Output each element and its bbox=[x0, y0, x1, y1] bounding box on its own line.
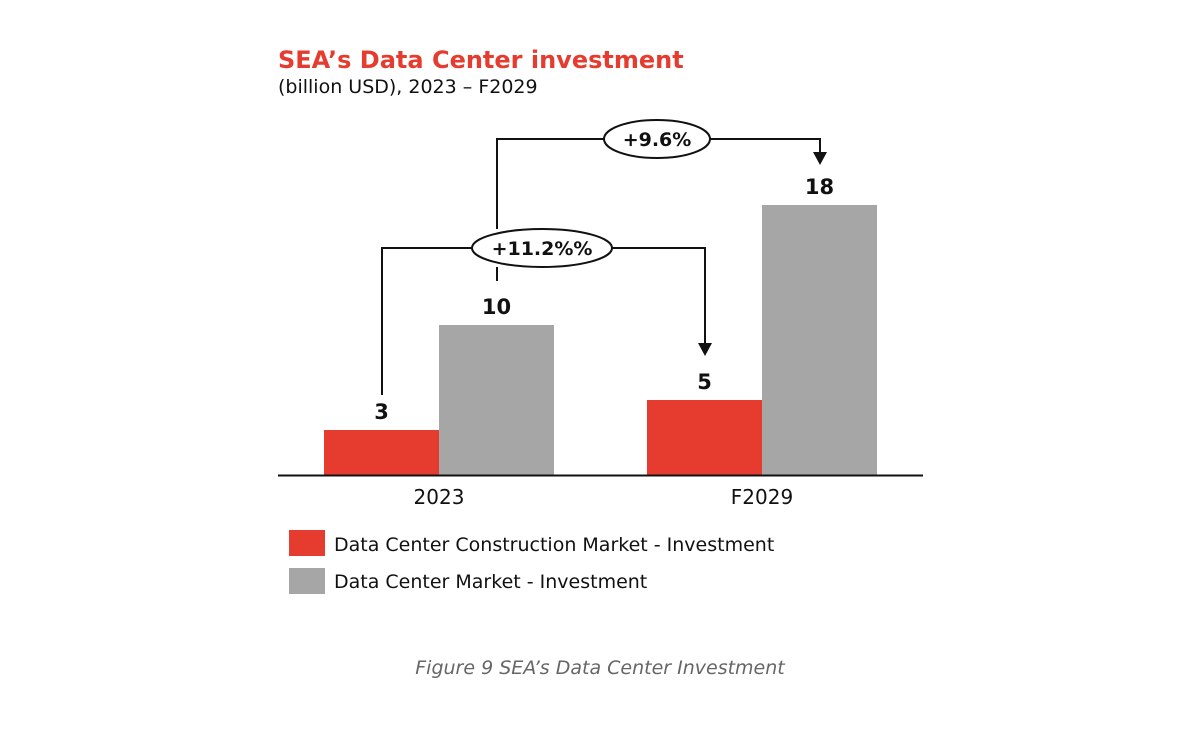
legend-swatch-market bbox=[289, 568, 325, 594]
growth-connector-market: +9.6% bbox=[496, 119, 827, 281]
legend-label-construction: Data Center Construction Market - Invest… bbox=[334, 534, 774, 556]
arrow-head-icon bbox=[813, 152, 827, 165]
x-tick-label: 2023 bbox=[414, 485, 465, 509]
arrow-head-icon bbox=[698, 343, 712, 356]
growth-connector-construction: +11.2%% bbox=[381, 228, 712, 395]
bar-F2029-market bbox=[762, 205, 877, 475]
legend: Data Center Construction Market - Invest… bbox=[289, 530, 774, 594]
legend-swatch-construction bbox=[289, 530, 325, 556]
data-label: 3 bbox=[374, 400, 389, 424]
legend-label-market: Data Center Market - Investment bbox=[334, 571, 647, 593]
bar-2023-construction bbox=[324, 430, 439, 475]
data-label: 18 bbox=[805, 175, 834, 199]
bar-2023-market bbox=[439, 325, 554, 475]
figure-caption: Figure 9 SEA’s Data Center Investment bbox=[415, 657, 786, 679]
chart-title: SEA’s Data Center investment bbox=[278, 46, 684, 74]
data-label: 5 bbox=[697, 370, 712, 394]
growth-label-construction: +11.2%% bbox=[492, 238, 593, 260]
x-tick-label: F2029 bbox=[731, 485, 793, 509]
bars: 3 10 2023 5 18 F2029 bbox=[324, 175, 877, 509]
growth-label-market: +9.6% bbox=[623, 129, 692, 151]
data-label: 10 bbox=[482, 295, 511, 319]
chart-subtitle: (billion USD), 2023 – F2029 bbox=[278, 76, 538, 98]
bar-F2029-construction bbox=[647, 400, 762, 475]
